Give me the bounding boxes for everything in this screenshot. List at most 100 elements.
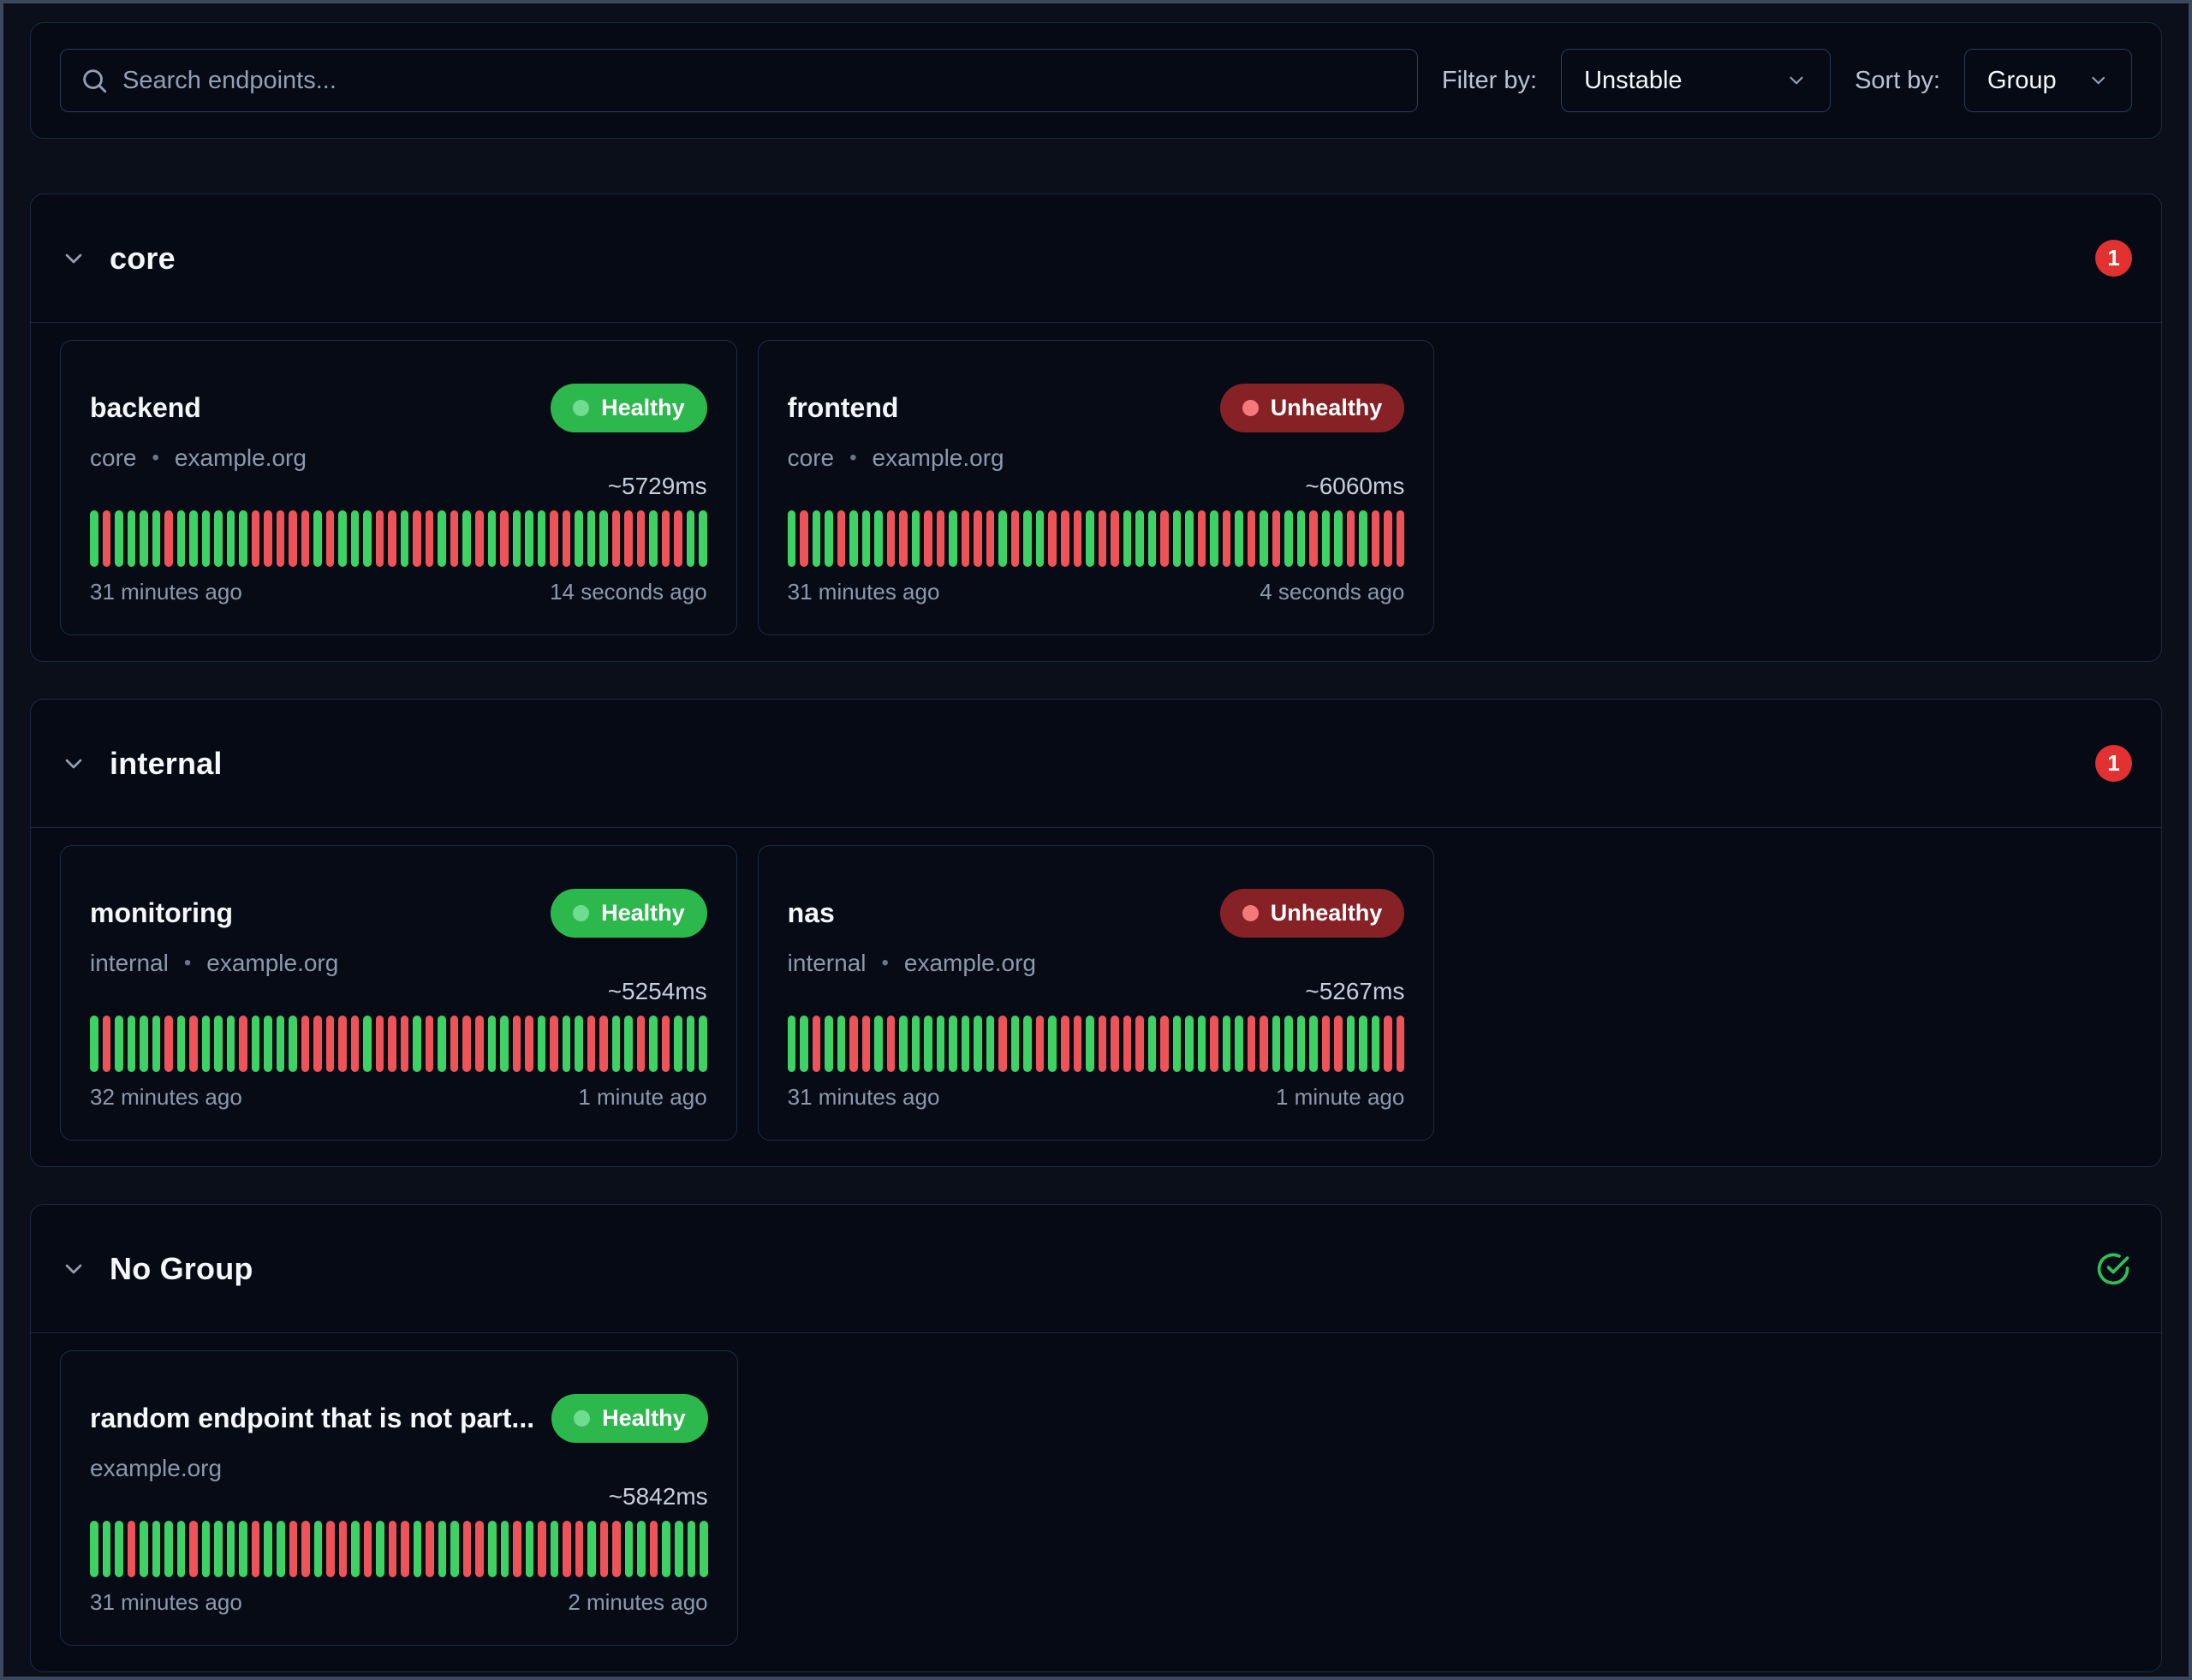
unhealthy-bar[interactable]: [924, 510, 932, 567]
unhealthy-bar[interactable]: [636, 1016, 646, 1072]
unhealthy-bar[interactable]: [861, 1016, 871, 1072]
unhealthy-bar[interactable]: [350, 1016, 360, 1072]
unhealthy-bar[interactable]: [462, 1521, 472, 1577]
unhealthy-bar[interactable]: [326, 1521, 335, 1577]
healthy-bar[interactable]: [575, 510, 583, 567]
healthy-bar[interactable]: [924, 1016, 932, 1072]
unhealthy-bar[interactable]: [1061, 510, 1069, 567]
unhealthy-bar[interactable]: [886, 1016, 896, 1072]
unhealthy-bar[interactable]: [462, 1016, 471, 1072]
unhealthy-bar[interactable]: [425, 1016, 434, 1072]
endpoint-card[interactable]: nas Unhealthy internal • example.org ~5267…: [757, 845, 1435, 1141]
unhealthy-bar[interactable]: [512, 1016, 521, 1072]
healthy-bar[interactable]: [649, 1016, 658, 1072]
unhealthy-bar[interactable]: [936, 510, 945, 567]
unhealthy-bar[interactable]: [1321, 1016, 1331, 1072]
healthy-bar[interactable]: [1023, 510, 1032, 567]
unhealthy-bar[interactable]: [1384, 510, 1392, 567]
unhealthy-bar[interactable]: [189, 1521, 198, 1577]
healthy-bar[interactable]: [550, 1521, 559, 1577]
unhealthy-bar[interactable]: [338, 1016, 347, 1072]
healthy-bar[interactable]: [264, 1016, 272, 1072]
uptime-history-chart[interactable]: [90, 1016, 707, 1072]
healthy-bar[interactable]: [787, 1016, 796, 1072]
unhealthy-bar[interactable]: [401, 1521, 409, 1577]
unhealthy-bar[interactable]: [562, 510, 571, 567]
healthy-bar[interactable]: [699, 1016, 707, 1072]
unhealthy-bar[interactable]: [1247, 1016, 1256, 1072]
unhealthy-bar[interactable]: [400, 1016, 409, 1072]
unhealthy-bar[interactable]: [800, 510, 808, 567]
unhealthy-bar[interactable]: [289, 1521, 298, 1577]
group-header[interactable]: internal 1: [31, 700, 2161, 828]
healthy-bar[interactable]: [1023, 1016, 1032, 1072]
healthy-bar[interactable]: [1035, 510, 1045, 567]
healthy-bar[interactable]: [1321, 510, 1331, 567]
healthy-bar[interactable]: [587, 510, 596, 567]
healthy-bar[interactable]: [140, 1521, 148, 1577]
unhealthy-bar[interactable]: [587, 1016, 596, 1072]
unhealthy-bar[interactable]: [1334, 1016, 1343, 1072]
unhealthy-bar[interactable]: [426, 1521, 434, 1577]
healthy-bar[interactable]: [674, 1521, 683, 1577]
uptime-history-chart[interactable]: [90, 1521, 708, 1577]
unhealthy-bar[interactable]: [1346, 510, 1355, 567]
healthy-bar[interactable]: [825, 1016, 833, 1072]
unhealthy-bar[interactable]: [388, 1521, 397, 1577]
unhealthy-bar[interactable]: [599, 1521, 609, 1577]
sort-dropdown[interactable]: Group: [1964, 49, 2132, 112]
healthy-bar[interactable]: [837, 1016, 846, 1072]
healthy-bar[interactable]: [201, 1521, 211, 1577]
unhealthy-bar[interactable]: [812, 1016, 821, 1072]
healthy-bar[interactable]: [1272, 1016, 1281, 1072]
healthy-bar[interactable]: [90, 1521, 98, 1577]
healthy-bar[interactable]: [338, 510, 347, 567]
healthy-bar[interactable]: [251, 1016, 260, 1072]
unhealthy-bar[interactable]: [301, 1016, 310, 1072]
healthy-bar[interactable]: [214, 510, 223, 567]
unhealthy-bar[interactable]: [1247, 510, 1256, 567]
healthy-bar[interactable]: [140, 510, 148, 567]
unhealthy-bar[interactable]: [1111, 1016, 1119, 1072]
unhealthy-bar[interactable]: [886, 510, 896, 567]
healthy-bar[interactable]: [115, 1016, 123, 1072]
unhealthy-bar[interactable]: [164, 1016, 173, 1072]
unhealthy-bar[interactable]: [425, 510, 434, 567]
unhealthy-bar[interactable]: [1061, 1016, 1069, 1072]
healthy-bar[interactable]: [1346, 1016, 1355, 1072]
unhealthy-bar[interactable]: [1222, 510, 1231, 567]
healthy-bar[interactable]: [152, 1016, 161, 1072]
unhealthy-bar[interactable]: [550, 510, 558, 567]
healthy-bar[interactable]: [1296, 510, 1306, 567]
unhealthy-bar[interactable]: [325, 1016, 335, 1072]
unhealthy-bar[interactable]: [1135, 1016, 1144, 1072]
unhealthy-bar[interactable]: [550, 1016, 558, 1072]
healthy-bar[interactable]: [413, 1016, 421, 1072]
healthy-bar[interactable]: [226, 1521, 235, 1577]
healthy-bar[interactable]: [1185, 510, 1194, 567]
healthy-bar[interactable]: [176, 1016, 186, 1072]
healthy-bar[interactable]: [587, 1521, 596, 1577]
healthy-bar[interactable]: [438, 1016, 446, 1072]
healthy-bar[interactable]: [363, 510, 372, 567]
healthy-bar[interactable]: [350, 510, 360, 567]
healthy-bar[interactable]: [1359, 1016, 1367, 1072]
healthy-bar[interactable]: [289, 1016, 297, 1072]
healthy-bar[interactable]: [102, 1521, 111, 1577]
healthy-bar[interactable]: [911, 1016, 920, 1072]
healthy-bar[interactable]: [127, 1016, 136, 1072]
unhealthy-bar[interactable]: [1111, 510, 1119, 567]
healthy-bar[interactable]: [1260, 510, 1268, 567]
unhealthy-bar[interactable]: [251, 510, 260, 567]
unhealthy-bar[interactable]: [289, 510, 297, 567]
search-box[interactable]: [60, 49, 1418, 112]
group-header[interactable]: core 1: [31, 194, 2161, 323]
healthy-bar[interactable]: [700, 1521, 708, 1577]
healthy-bar[interactable]: [800, 1016, 808, 1072]
unhealthy-bar[interactable]: [1160, 510, 1169, 567]
healthy-bar[interactable]: [351, 1521, 360, 1577]
unhealthy-bar[interactable]: [1309, 510, 1318, 567]
healthy-bar[interactable]: [500, 1521, 509, 1577]
healthy-bar[interactable]: [1147, 1016, 1157, 1072]
unhealthy-bar[interactable]: [837, 510, 846, 567]
